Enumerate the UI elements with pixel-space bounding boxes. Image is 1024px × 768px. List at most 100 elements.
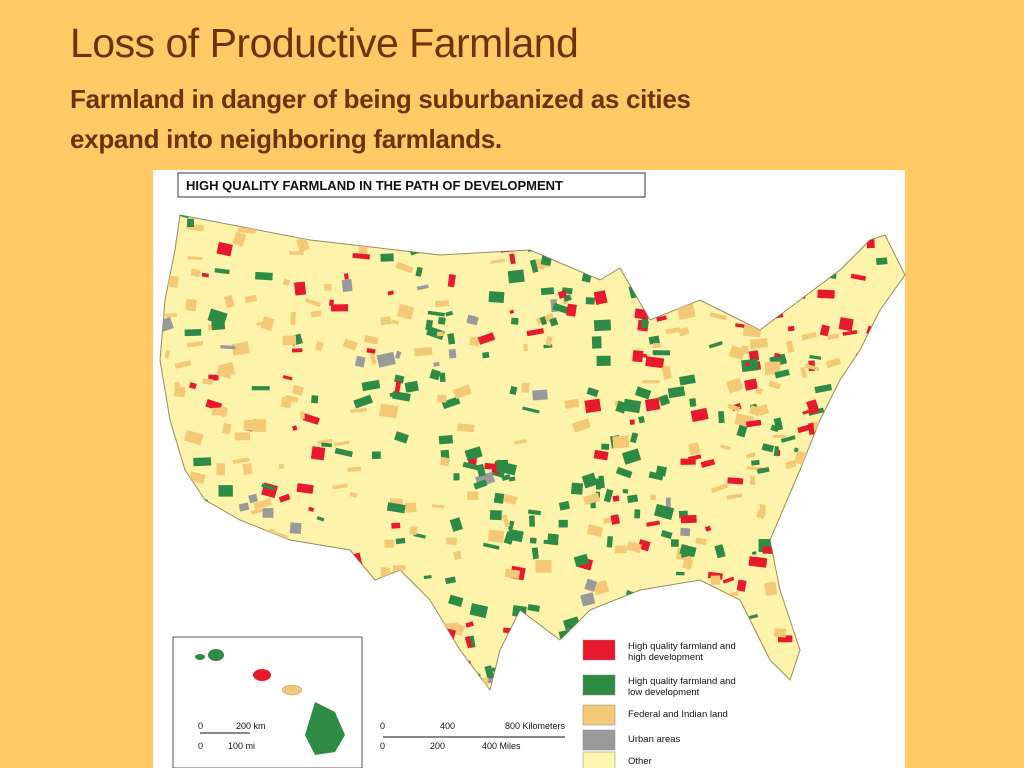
scale-label: 200 km [236, 721, 266, 731]
land-patch [603, 488, 614, 503]
land-patch [439, 372, 446, 383]
land-patch [453, 473, 460, 481]
land-patch [473, 479, 488, 490]
land-patch [660, 529, 673, 540]
land-patch [634, 386, 652, 400]
land-patch [453, 550, 462, 560]
land-patch [700, 458, 716, 468]
land-patch [260, 316, 275, 331]
land-patch [529, 537, 537, 544]
land-patch [749, 613, 759, 620]
land-patch [817, 289, 835, 299]
land-patch [380, 316, 392, 326]
land-patch [384, 539, 395, 548]
land-patch [278, 464, 284, 469]
land-patch [376, 351, 396, 368]
land-patch [308, 506, 315, 512]
land-patch [282, 278, 291, 287]
land-patch [504, 568, 521, 580]
land-patch [543, 539, 559, 546]
land-patch [162, 313, 177, 318]
land-patch [632, 350, 644, 363]
land-patch [648, 335, 660, 345]
land-patch [489, 509, 502, 521]
land-patch [391, 522, 401, 529]
legend-swatch [582, 729, 616, 751]
land-patch [405, 502, 417, 513]
legend-label: High quality farmland and [628, 641, 736, 652]
legend-swatch [582, 674, 616, 696]
land-patch [571, 418, 592, 433]
land-patch [395, 261, 414, 274]
land-patch [510, 317, 519, 325]
land-patch [379, 403, 399, 419]
land-patch [392, 564, 406, 572]
land-patch [211, 318, 226, 331]
land-patch [528, 515, 536, 527]
land-patch [638, 415, 645, 424]
land-patch [800, 366, 807, 379]
land-patch [188, 471, 206, 484]
land-patch [531, 547, 539, 560]
land-patch [435, 300, 450, 307]
slide-title: Loss of Productive Farmland [70, 20, 579, 66]
land-patch [243, 419, 259, 431]
land-patch [396, 304, 415, 320]
legend-swatch [582, 704, 616, 726]
land-patch [695, 537, 707, 546]
land-patch [289, 251, 304, 255]
land-patch [409, 526, 418, 535]
land-patch [592, 580, 610, 596]
land-patch [294, 281, 307, 296]
land-patch [445, 310, 454, 317]
land-patch [759, 504, 766, 517]
land-patch [341, 279, 353, 292]
land-patch [648, 471, 664, 481]
land-patch [216, 241, 233, 257]
land-patch [591, 336, 602, 349]
land-patch [188, 382, 197, 390]
land-patch [606, 536, 613, 548]
land-patch [507, 520, 515, 531]
land-patch [757, 403, 770, 416]
land-patch [773, 434, 786, 439]
land-patch [629, 403, 640, 408]
land-patch [185, 298, 198, 312]
land-patch [394, 350, 402, 359]
land-patch [770, 424, 780, 433]
land-patch [186, 341, 204, 348]
land-patch [332, 483, 348, 490]
land-patch [745, 452, 756, 459]
legend-label: Other [628, 756, 652, 767]
land-patch [780, 435, 796, 443]
land-patch [437, 394, 447, 403]
land-patch [583, 492, 601, 505]
land-patch [774, 369, 790, 379]
legend-label: low development [628, 687, 700, 698]
land-patch [261, 483, 275, 491]
land-patch [448, 349, 457, 359]
land-patch [386, 502, 406, 514]
land-patch [764, 581, 777, 596]
land-patch [347, 466, 361, 472]
land-patch [741, 345, 749, 354]
land-patch [462, 461, 480, 471]
land-patch [444, 576, 456, 585]
scale-label: 0 [198, 741, 203, 751]
land-patch [726, 493, 743, 500]
land-patch [722, 576, 735, 584]
land-patch [681, 557, 694, 571]
land-patch [676, 303, 696, 321]
land-patch [773, 446, 779, 457]
land-patch [255, 271, 273, 281]
island [195, 654, 205, 660]
land-patch [324, 283, 332, 291]
land-patch [584, 398, 602, 414]
land-patch [296, 483, 314, 494]
land-patch [745, 419, 762, 428]
land-patch [509, 253, 516, 265]
slide-subtitle: Farmland in danger of being suburbanized… [70, 84, 691, 114]
land-patch [904, 659, 905, 670]
land-patch [656, 315, 667, 322]
